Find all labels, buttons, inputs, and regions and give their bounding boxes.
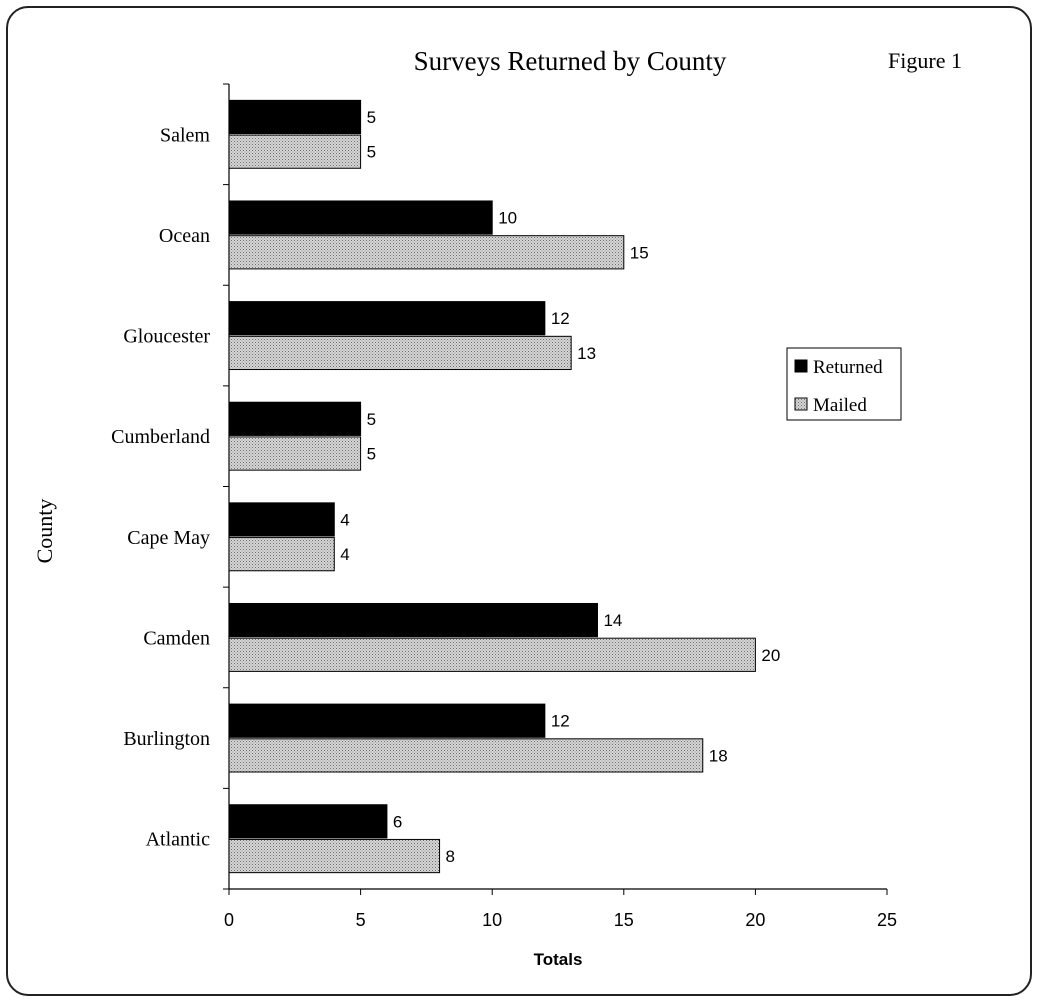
y-axis-title: County <box>32 499 57 564</box>
data-label-mailed: 8 <box>446 847 455 866</box>
bar-returned <box>228 703 546 738</box>
data-label-returned: 4 <box>340 510 349 529</box>
data-label-returned: 5 <box>367 108 376 127</box>
data-label-returned: 6 <box>393 812 402 831</box>
data-label-returned: 14 <box>603 611 622 630</box>
x-tick-label: 15 <box>614 910 634 930</box>
legend-swatch-returned <box>794 359 808 373</box>
x-tick-label: 0 <box>224 910 234 930</box>
data-label-mailed: 4 <box>340 545 349 564</box>
chart-frame <box>6 6 1032 996</box>
data-label-mailed: 18 <box>709 746 728 765</box>
bar-mailed <box>228 537 335 572</box>
bar-mailed <box>228 436 362 471</box>
bar-mailed <box>228 637 756 672</box>
figure-label: Figure 1 <box>888 48 962 73</box>
chart-title: Surveys Returned by County <box>414 46 727 76</box>
x-tick-label: 25 <box>877 910 897 930</box>
bar-returned <box>228 200 493 235</box>
legend-swatch-mailed <box>794 397 808 411</box>
bar-returned <box>228 301 546 336</box>
legend-label-returned: Returned <box>813 357 883 378</box>
y-tick-label: Gloucester <box>123 326 210 348</box>
bar-mailed <box>228 738 704 773</box>
bar-returned <box>228 602 598 638</box>
y-tick-label: Cumberland <box>111 426 210 448</box>
y-tick-label: Ocean <box>159 225 210 247</box>
data-label-mailed: 13 <box>577 344 596 363</box>
data-label-mailed: 20 <box>761 646 780 665</box>
bar-mailed <box>228 335 572 371</box>
bar-mailed <box>228 838 441 874</box>
data-label-mailed: 5 <box>367 143 376 162</box>
y-tick-label: Cape May <box>127 527 210 549</box>
bar-returned <box>228 804 388 839</box>
data-label-returned: 12 <box>551 309 570 328</box>
data-label-returned: 12 <box>551 712 570 731</box>
x-tick-label: 5 <box>356 910 366 930</box>
data-label-returned: 5 <box>367 410 376 429</box>
bar-returned <box>228 401 362 436</box>
bar-mailed <box>228 235 625 270</box>
y-tick-label: Atlantic <box>146 829 211 851</box>
legend: Returned Mailed <box>786 347 902 421</box>
plot-area: 0 5 10 15 20 25 Salem 5 5 Ocean 10 15 Gloucester 12 13… <box>111 83 897 930</box>
bar-mailed <box>228 134 362 169</box>
bar-returned <box>228 99 362 135</box>
y-tick-label: Salem <box>160 124 210 146</box>
data-label-mailed: 5 <box>367 445 376 464</box>
x-tick-label: 20 <box>745 910 765 930</box>
data-label-returned: 10 <box>498 209 517 228</box>
x-tick-label: 10 <box>482 910 502 930</box>
data-label-mailed: 15 <box>630 243 649 262</box>
y-tick-label: Burlington <box>123 728 210 750</box>
legend-label-mailed: Mailed <box>813 395 867 416</box>
y-tick-label: Camden <box>143 627 210 649</box>
bar-returned <box>228 502 335 537</box>
x-axis-title: Totals <box>534 950 583 969</box>
